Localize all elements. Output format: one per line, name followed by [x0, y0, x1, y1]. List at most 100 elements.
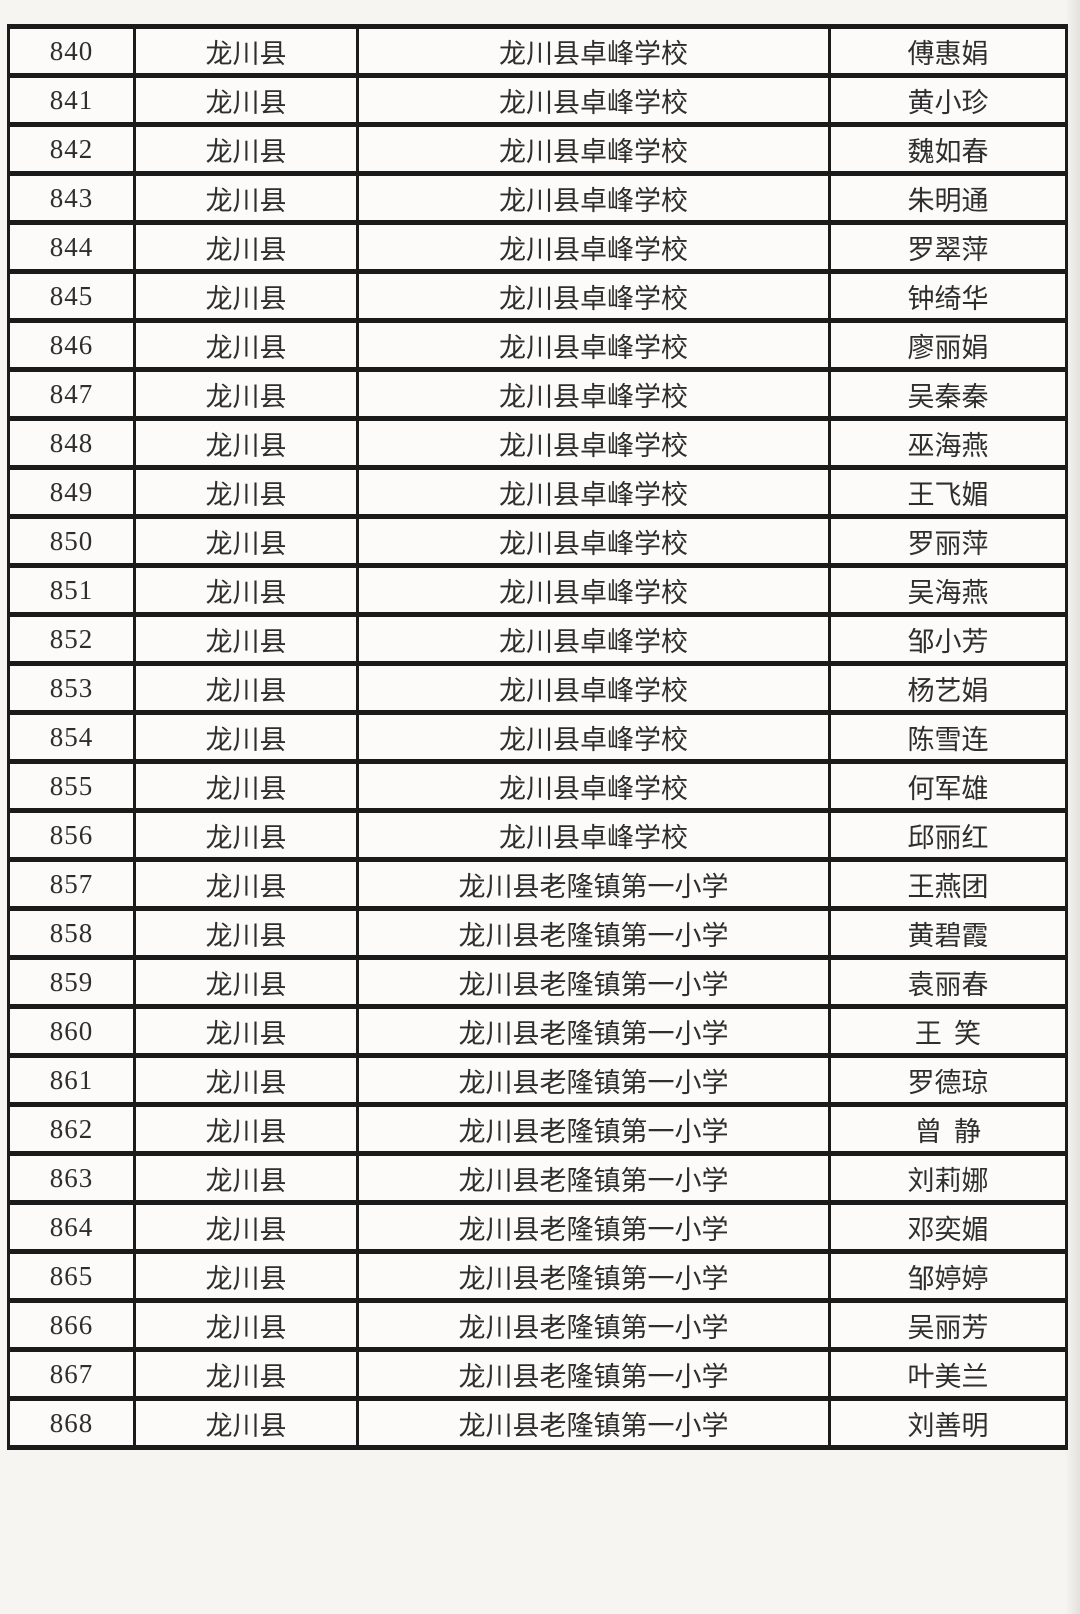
cell-school: 龙川县老隆镇第一小学 — [356, 1053, 831, 1107]
cell-school: 龙川县卓峰学校 — [356, 171, 831, 225]
cell-name: 邓奕媚 — [827, 1200, 1069, 1254]
cell-no: 840 — [7, 24, 136, 78]
table-row: 856 龙川县 龙川县卓峰学校 邱丽红 — [7, 808, 1069, 862]
cell-name: 罗德琼 — [827, 1053, 1069, 1107]
cell-county: 龙川县 — [132, 514, 360, 568]
cell-no: 867 — [7, 1347, 136, 1401]
cell-no: 853 — [7, 661, 136, 715]
cell-county: 龙川县 — [132, 1151, 360, 1205]
cell-name: 陈雪连 — [827, 710, 1069, 764]
cell-school: 龙川县老隆镇第一小学 — [356, 1347, 831, 1401]
cell-school: 龙川县卓峰学校 — [356, 269, 831, 323]
cell-no: 846 — [7, 318, 136, 372]
cell-county: 龙川县 — [132, 1004, 360, 1058]
table-row: 846 龙川县 龙川县卓峰学校 廖丽娟 — [7, 318, 1069, 372]
cell-no: 847 — [7, 367, 136, 421]
table-row: 853 龙川县 龙川县卓峰学校 杨艺娟 — [7, 661, 1069, 715]
cell-no: 858 — [7, 906, 136, 960]
cell-name: 何军雄 — [827, 759, 1069, 813]
cell-no: 851 — [7, 563, 136, 617]
table-row: 841 龙川县 龙川县卓峰学校 黄小珍 — [7, 73, 1069, 127]
table-row: 854 龙川县 龙川县卓峰学校 陈雪连 — [7, 710, 1069, 764]
cell-school: 龙川县卓峰学校 — [356, 808, 831, 862]
cell-no: 868 — [7, 1396, 136, 1450]
cell-name: 钟绮华 — [827, 269, 1069, 323]
cell-county: 龙川县 — [132, 808, 360, 862]
cell-no: 862 — [7, 1102, 136, 1156]
cell-name: 廖丽娟 — [827, 318, 1069, 372]
roster-table: 840 龙川县 龙川县卓峰学校 傅惠娟 841 龙川县 龙川县卓峰学校 黄小珍 842 龙川县 龙川… — [7, 24, 1069, 1450]
cell-county: 龙川县 — [132, 1102, 360, 1156]
cell-school: 龙川县老隆镇第一小学 — [356, 1298, 831, 1352]
cell-school: 龙川县卓峰学校 — [356, 612, 831, 666]
cell-no: 842 — [7, 122, 136, 176]
cell-school: 龙川县卓峰学校 — [356, 759, 831, 813]
table-row: 844 龙川县 龙川县卓峰学校 罗翠萍 — [7, 220, 1069, 274]
cell-county: 龙川县 — [132, 759, 360, 813]
cell-school: 龙川县老隆镇第一小学 — [356, 1151, 831, 1205]
cell-county: 龙川县 — [132, 710, 360, 764]
cell-name: 罗丽萍 — [827, 514, 1069, 568]
cell-county: 龙川县 — [132, 1298, 360, 1352]
cell-school: 龙川县老隆镇第一小学 — [356, 1102, 831, 1156]
cell-no: 864 — [7, 1200, 136, 1254]
table-row: 859 龙川县 龙川县老隆镇第一小学 袁丽春 — [7, 955, 1069, 1009]
table-row: 858 龙川县 龙川县老隆镇第一小学 黄碧霞 — [7, 906, 1069, 960]
table-row: 865 龙川县 龙川县老隆镇第一小学 邹婷婷 — [7, 1249, 1069, 1303]
cell-no: 865 — [7, 1249, 136, 1303]
cell-county: 龙川县 — [132, 1200, 360, 1254]
cell-school: 龙川县卓峰学校 — [356, 367, 831, 421]
table-row: 864 龙川县 龙川县老隆镇第一小学 邓奕媚 — [7, 1200, 1069, 1254]
cell-county: 龙川县 — [132, 1249, 360, 1303]
cell-school: 龙川县卓峰学校 — [356, 24, 831, 78]
cell-county: 龙川县 — [132, 1347, 360, 1401]
cell-school: 龙川县老隆镇第一小学 — [356, 857, 831, 911]
cell-name: 罗翠萍 — [827, 220, 1069, 274]
cell-county: 龙川县 — [132, 24, 360, 78]
cell-county: 龙川县 — [132, 612, 360, 666]
cell-county: 龙川县 — [132, 367, 360, 421]
table-row: 849 龙川县 龙川县卓峰学校 王飞媚 — [7, 465, 1069, 519]
cell-name: 叶美兰 — [827, 1347, 1069, 1401]
cell-county: 龙川县 — [132, 122, 360, 176]
cell-name: 黄碧霞 — [827, 906, 1069, 960]
cell-county: 龙川县 — [132, 661, 360, 715]
cell-name: 王燕团 — [827, 857, 1069, 911]
cell-name: 杨艺娟 — [827, 661, 1069, 715]
cell-name: 吴秦秦 — [827, 367, 1069, 421]
cell-name: 曾静 — [827, 1102, 1069, 1156]
cell-school: 龙川县老隆镇第一小学 — [356, 1249, 831, 1303]
table-row: 868 龙川县 龙川县老隆镇第一小学 刘善明 — [7, 1396, 1069, 1450]
table-row: 861 龙川县 龙川县老隆镇第一小学 罗德琼 — [7, 1053, 1069, 1107]
roster-body: 840 龙川县 龙川县卓峰学校 傅惠娟 841 龙川县 龙川县卓峰学校 黄小珍 842 龙川县 龙川… — [7, 24, 1069, 1450]
cell-school: 龙川县卓峰学校 — [356, 318, 831, 372]
table-row: 855 龙川县 龙川县卓峰学校 何军雄 — [7, 759, 1069, 813]
cell-county: 龙川县 — [132, 955, 360, 1009]
cell-school: 龙川县卓峰学校 — [356, 73, 831, 127]
cell-no: 849 — [7, 465, 136, 519]
cell-name: 刘善明 — [827, 1396, 1069, 1450]
cell-no: 844 — [7, 220, 136, 274]
cell-county: 龙川县 — [132, 906, 360, 960]
cell-county: 龙川县 — [132, 220, 360, 274]
cell-no: 852 — [7, 612, 136, 666]
table-row: 847 龙川县 龙川县卓峰学校 吴秦秦 — [7, 367, 1069, 421]
cell-county: 龙川县 — [132, 857, 360, 911]
table-row: 843 龙川县 龙川县卓峰学校 朱明通 — [7, 171, 1069, 225]
cell-name: 黄小珍 — [827, 73, 1069, 127]
cell-no: 841 — [7, 73, 136, 127]
cell-no: 857 — [7, 857, 136, 911]
cell-school: 龙川县老隆镇第一小学 — [356, 1004, 831, 1058]
cell-name: 邹婷婷 — [827, 1249, 1069, 1303]
cell-name: 刘莉娜 — [827, 1151, 1069, 1205]
cell-no: 854 — [7, 710, 136, 764]
cell-no: 859 — [7, 955, 136, 1009]
cell-no: 863 — [7, 1151, 136, 1205]
cell-school: 龙川县卓峰学校 — [356, 710, 831, 764]
table-row: 851 龙川县 龙川县卓峰学校 吴海燕 — [7, 563, 1069, 617]
table-row: 850 龙川县 龙川县卓峰学校 罗丽萍 — [7, 514, 1069, 568]
cell-school: 龙川县卓峰学校 — [356, 122, 831, 176]
cell-county: 龙川县 — [132, 416, 360, 470]
cell-county: 龙川县 — [132, 73, 360, 127]
